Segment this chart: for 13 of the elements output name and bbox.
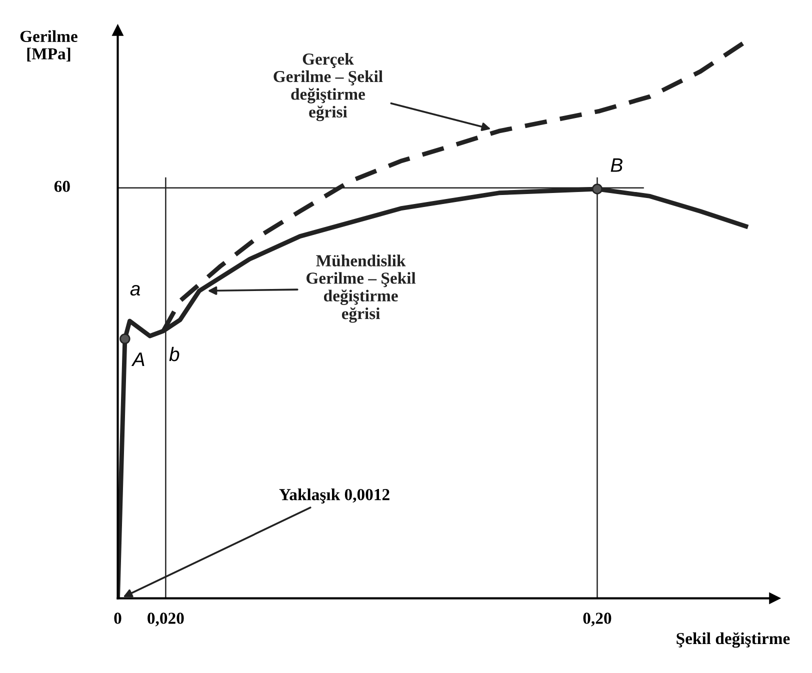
y-axis-title: Gerilme [MPa] bbox=[20, 30, 78, 62]
annotation: Yaklaşık 0,0012 bbox=[279, 488, 390, 504]
annotation: B bbox=[610, 158, 622, 172]
series-label: Mühendislik Gerilme – Şekil değiştirme eğrisi bbox=[306, 254, 416, 323]
x-tick-label: 0,20 bbox=[583, 612, 612, 626]
x-tick-label: 0,020 bbox=[148, 612, 184, 626]
annotation: a bbox=[130, 284, 140, 296]
text: Gerçek Gerilme – Şekil değiştirme eğrisi bbox=[274, 53, 383, 122]
text: 60 bbox=[54, 180, 70, 192]
x-tick-label: 0 bbox=[114, 612, 122, 624]
annotation: A bbox=[131, 352, 144, 366]
x-axis-title: Şekil değiştirme bbox=[676, 632, 790, 648]
annotation: b bbox=[169, 346, 180, 362]
